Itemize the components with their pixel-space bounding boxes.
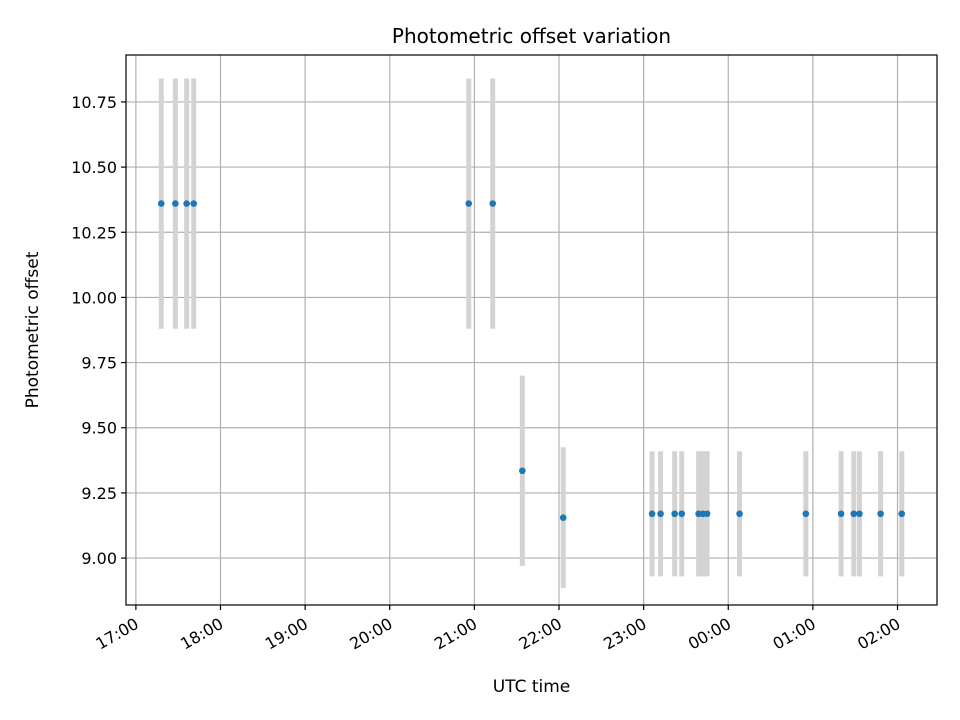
data-point <box>850 510 858 518</box>
chart-title: Photometric offset variation <box>392 24 671 48</box>
y-tick-label: 9.25 <box>81 484 117 503</box>
y-tick-label: 9.75 <box>81 354 117 373</box>
y-tick-label: 9.00 <box>81 549 117 568</box>
data-point <box>657 510 664 518</box>
data-point <box>736 510 743 518</box>
data-point <box>489 200 497 207</box>
y-tick-label: 10.25 <box>71 223 117 242</box>
data-point <box>519 467 526 475</box>
data-point <box>678 510 686 518</box>
data-point <box>837 510 845 518</box>
y-tick-label: 10.50 <box>71 158 117 177</box>
plot-frame <box>125 54 938 606</box>
y-axis-ticks: 9.00 9.25 9.50 9.75 10.00 10.25 10.50 10.75 <box>71 93 126 568</box>
grid <box>126 55 937 605</box>
data-point <box>190 200 198 207</box>
data-point <box>671 510 678 518</box>
data-point <box>856 510 863 518</box>
x-axis-label: UTC time <box>493 677 571 697</box>
y-tick-label: 10.00 <box>71 288 117 307</box>
data-point <box>898 510 906 518</box>
y-axis-label: Photometric offset <box>23 251 43 408</box>
data-point <box>559 514 567 521</box>
y-tick-label: 9.50 <box>81 419 117 438</box>
data-point <box>648 510 656 518</box>
data-point <box>157 200 165 207</box>
data-point <box>183 200 190 207</box>
data-point <box>703 510 711 518</box>
data-point <box>802 510 810 518</box>
y-tick-label: 10.75 <box>71 93 117 112</box>
data-points <box>157 200 906 521</box>
data-point <box>465 200 473 207</box>
data-point <box>877 510 884 518</box>
data-point <box>172 200 179 207</box>
